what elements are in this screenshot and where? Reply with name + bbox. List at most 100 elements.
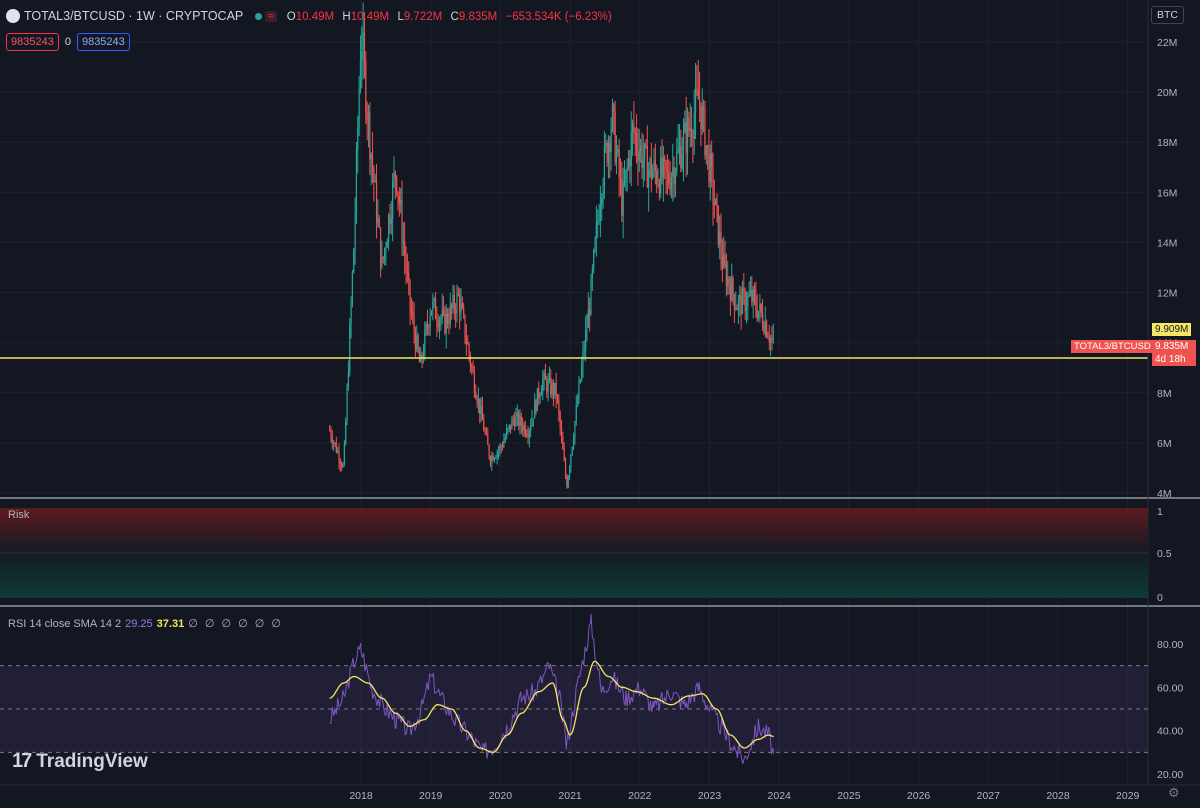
candle-body — [748, 294, 750, 296]
spread-value: 0 — [64, 36, 71, 48]
price-candle — [488, 443, 490, 461]
candle-body — [684, 122, 686, 132]
candle-body — [693, 113, 695, 139]
symbol-header: TOTAL3/BTCUSD · 1W · CRYPTOCAP ≈ O10.49M… — [6, 6, 617, 26]
price-candle — [701, 88, 703, 135]
price-candle — [752, 286, 754, 319]
symbol-logo-icon — [6, 9, 20, 23]
candle-body — [689, 128, 691, 131]
candle-body — [515, 415, 517, 427]
price-candle — [602, 177, 604, 209]
candle-body — [560, 427, 563, 437]
candle-body — [472, 366, 474, 372]
price-candle — [732, 275, 734, 306]
candle-body — [556, 396, 559, 400]
chart-settings-icon[interactable]: ⚙ — [1168, 785, 1180, 800]
candle-body — [371, 154, 374, 169]
candle-body — [665, 161, 667, 172]
candle-body — [530, 425, 532, 431]
bar-countdown: 4d 18h — [1152, 353, 1196, 366]
time-tick-label: 2022 — [628, 790, 652, 802]
risk-tick-label: 1 — [1157, 506, 1163, 518]
candle-body — [363, 32, 366, 61]
candle-body — [346, 387, 348, 421]
candle-body — [666, 171, 669, 173]
market-status-icon[interactable] — [255, 12, 263, 20]
time-tick-label: 2024 — [768, 790, 792, 802]
time-tick-label: 2021 — [558, 790, 582, 802]
candle-body — [377, 218, 379, 223]
price-candle — [417, 332, 419, 354]
price-candle — [581, 356, 583, 383]
candle-body — [574, 421, 576, 439]
price-candle — [504, 433, 506, 444]
price-candle — [554, 382, 556, 400]
candle-body — [396, 176, 398, 192]
price-candle — [603, 131, 606, 199]
price-candle — [744, 287, 746, 320]
price-candle — [717, 205, 719, 249]
price-candle — [345, 417, 347, 446]
candle-body — [733, 294, 736, 309]
candle-body — [712, 166, 714, 202]
candle-body — [457, 293, 459, 295]
sell-button[interactable]: 9835243 — [6, 33, 59, 51]
risk-pane-title[interactable]: Risk — [8, 509, 30, 521]
data-delay-icon[interactable]: ≈ — [265, 10, 277, 22]
candle-body — [460, 303, 462, 314]
currency-button[interactable]: BTC — [1151, 6, 1184, 24]
candle-body — [408, 272, 410, 281]
candle-body — [744, 291, 746, 311]
symbol-title[interactable]: TOTAL3/BTCUSD · 1W · CRYPTOCAP — [24, 9, 244, 23]
price-candle — [555, 372, 557, 409]
price-candle — [481, 396, 484, 421]
rsi-sma-line — [329, 660, 774, 753]
candle-body — [709, 153, 711, 183]
rsi-tick-label: 40.00 — [1157, 726, 1183, 738]
candle-body — [523, 425, 525, 431]
candle-body — [660, 157, 662, 194]
candle-body — [445, 313, 447, 333]
candle-body — [412, 313, 414, 317]
price-candle — [464, 314, 466, 345]
tradingview-logo[interactable]: 17 TradingView — [12, 750, 148, 773]
price-candle — [406, 253, 408, 283]
candle-body — [577, 400, 579, 406]
price-candle — [467, 335, 469, 345]
candle-body — [539, 395, 541, 399]
price-tick-label: 16M — [1157, 187, 1177, 199]
candle-body — [743, 288, 745, 292]
price-candle — [641, 132, 643, 179]
candle-body — [390, 218, 392, 225]
candle-body — [619, 177, 622, 179]
price-candle — [363, 12, 366, 79]
candle-body — [467, 343, 469, 345]
rsi-pane-title[interactable]: RSI 14 close SMA 14 2 29.25 37.31 ∅ ∅ ∅ ∅ ∅… — [8, 617, 283, 630]
candle-body — [662, 157, 664, 178]
candle-body — [634, 132, 636, 134]
candle-body — [501, 446, 504, 448]
price-candle — [404, 221, 406, 275]
price-candle — [690, 106, 693, 147]
price-candle — [400, 188, 402, 214]
candle-body — [479, 398, 481, 415]
price-candle — [594, 236, 596, 253]
candle-body — [448, 323, 450, 325]
candle-body — [555, 382, 557, 397]
candle-body — [350, 303, 352, 326]
price-candle — [484, 427, 486, 436]
price-candle — [760, 303, 762, 318]
price-candle — [547, 373, 549, 402]
price-candle — [676, 137, 678, 177]
price-candle — [535, 398, 537, 415]
candle-body — [686, 117, 689, 153]
buy-button[interactable]: 9835243 — [76, 33, 130, 51]
price-candle — [378, 214, 380, 229]
candle-body — [591, 269, 593, 279]
candle-body — [349, 325, 351, 374]
candle-body — [645, 143, 647, 146]
candle-body — [489, 457, 492, 464]
candle-body — [587, 308, 589, 328]
candle-body — [548, 377, 551, 381]
